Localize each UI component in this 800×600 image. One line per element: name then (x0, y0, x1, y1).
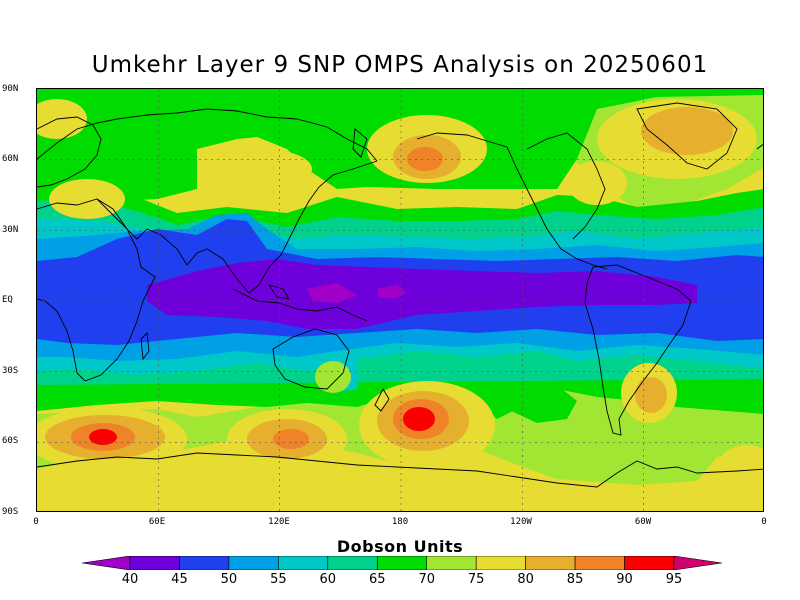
colorbar-tick-label: 40 (121, 572, 139, 587)
lon-label-120e: 120E (268, 517, 290, 527)
colorbar-segment (129, 556, 180, 570)
colorbar-tick-label: 80 (517, 572, 534, 587)
level-75-80-region (37, 99, 87, 139)
colorbar-segment (475, 556, 526, 570)
lat-label-eq: EQ (2, 295, 13, 305)
colorbar-tick-label: 90 (616, 572, 633, 587)
level-75-80-region (49, 179, 125, 219)
ozone-map (36, 88, 764, 512)
level-75-80-region (315, 361, 351, 393)
colorbar-segment (278, 556, 329, 570)
level-80-85-region (635, 377, 667, 413)
colorbar-segment (327, 556, 378, 570)
lat-label-30s: 30S (2, 366, 19, 376)
colorbar-segment (574, 556, 625, 570)
colorbar-tick-label: 85 (566, 572, 584, 587)
colorbar-segment (228, 556, 279, 570)
colorbar-tick-label: 65 (368, 572, 386, 587)
graticule (37, 89, 763, 511)
lon-label-60w: 60W (634, 517, 652, 527)
colorbar-title: Dobson Units (336, 537, 464, 556)
map-title: Umkehr Layer 9 SNP OMPS Analysis on 2025… (91, 52, 709, 78)
colorbar-segment (673, 556, 722, 570)
lon-label-0-east: 0 (761, 517, 767, 527)
level-75-80-region (567, 161, 627, 205)
colorbar-segment (179, 556, 230, 570)
level-below-40-region (377, 285, 407, 299)
colorbar-segment (525, 556, 576, 570)
colorbar-tick-label: 60 (319, 572, 337, 587)
level-65-70-region (37, 379, 763, 419)
colorbar-tick-label: 45 (171, 572, 188, 587)
colorbar-segment (376, 556, 428, 570)
level-85-90-region (407, 147, 443, 171)
colorbar (82, 556, 722, 570)
level-80-85-region (641, 107, 733, 155)
colorbar-tick-label: 95 (665, 572, 683, 587)
lat-label-60s: 60S (2, 436, 19, 446)
colorbar-segment (82, 556, 131, 570)
level-90-95-region (89, 429, 117, 445)
coastlines (37, 102, 763, 488)
colorbar-tick-label: 50 (220, 572, 238, 587)
colorbar-segment (426, 556, 477, 570)
lon-label-60e: 60E (148, 517, 166, 527)
level-75-80-region (717, 445, 763, 493)
level-40-45-region (147, 259, 697, 329)
colorbar-tick-label: 70 (418, 572, 435, 587)
lon-label-180: 180 (391, 517, 409, 527)
colorbar-segment (624, 556, 675, 570)
level-65-70-region (507, 385, 577, 423)
colorbar-tick-label: 75 (467, 572, 485, 587)
lon-label-0: 0 (33, 517, 39, 527)
lat-label-90s: 90S (2, 507, 19, 517)
level-85-90-region (273, 429, 309, 449)
ozone-field-plot (37, 89, 763, 511)
lat-label-30n: 30N (2, 225, 19, 235)
lat-label-90n: 90N (2, 84, 19, 94)
colorbar-tick-label: 55 (270, 572, 287, 587)
level-90-95-region (403, 407, 435, 431)
lat-label-60n: 60N (2, 154, 19, 164)
lon-label-120w: 120W (510, 517, 532, 527)
level-75-80-region (212, 149, 312, 189)
level-below-40-region (307, 283, 357, 303)
